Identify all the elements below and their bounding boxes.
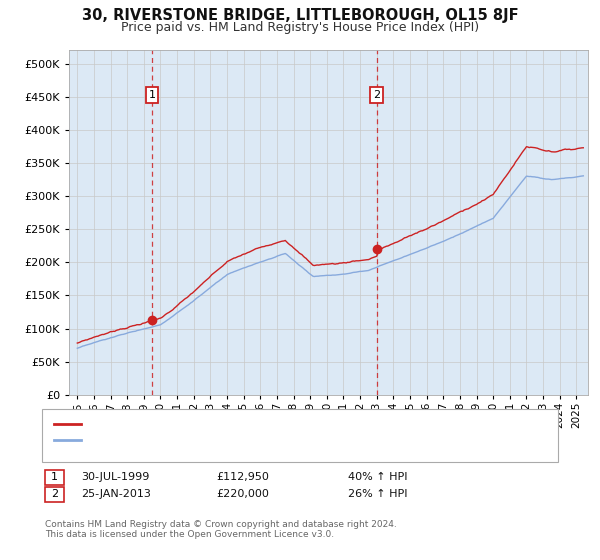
Text: 25-JAN-2013: 25-JAN-2013 bbox=[81, 489, 151, 499]
Text: 2: 2 bbox=[51, 489, 58, 499]
Text: HPI: Average price, detached house, Rochdale: HPI: Average price, detached house, Roch… bbox=[86, 435, 343, 445]
Text: 1: 1 bbox=[51, 472, 58, 482]
Text: £112,950: £112,950 bbox=[216, 472, 269, 482]
Text: 30, RIVERSTONE BRIDGE, LITTLEBOROUGH, OL15 8JF (detached house): 30, RIVERSTONE BRIDGE, LITTLEBOROUGH, OL… bbox=[86, 419, 484, 429]
Text: Contains HM Land Registry data © Crown copyright and database right 2024.
This d: Contains HM Land Registry data © Crown c… bbox=[45, 520, 397, 539]
Text: 30-JUL-1999: 30-JUL-1999 bbox=[81, 472, 149, 482]
Text: 30, RIVERSTONE BRIDGE, LITTLEBOROUGH, OL15 8JF: 30, RIVERSTONE BRIDGE, LITTLEBOROUGH, OL… bbox=[82, 8, 518, 24]
Text: 40% ↑ HPI: 40% ↑ HPI bbox=[348, 472, 407, 482]
Text: 2: 2 bbox=[373, 90, 380, 100]
Text: 1: 1 bbox=[149, 90, 155, 100]
Text: £220,000: £220,000 bbox=[216, 489, 269, 499]
Text: Price paid vs. HM Land Registry's House Price Index (HPI): Price paid vs. HM Land Registry's House … bbox=[121, 21, 479, 34]
Text: 26% ↑ HPI: 26% ↑ HPI bbox=[348, 489, 407, 499]
